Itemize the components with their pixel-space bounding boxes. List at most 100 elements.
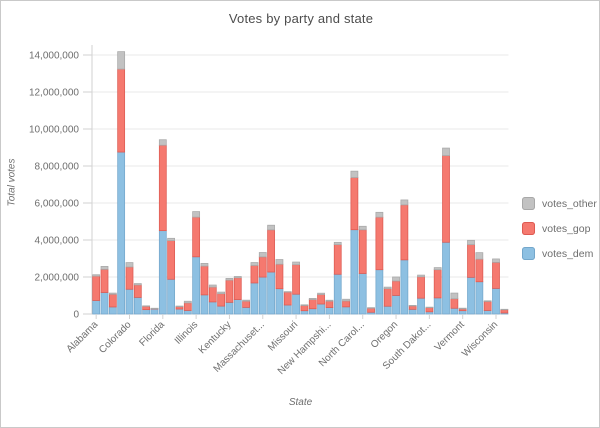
- bar-illinois-votes_other[interactable]: [192, 211, 201, 218]
- bar-maryland-votes_gop[interactable]: [250, 265, 259, 284]
- bar-connecticut-votes_gop[interactable]: [133, 284, 142, 298]
- bar-alabama-votes_other[interactable]: [92, 274, 101, 277]
- bar-rhode-island-votes_gop[interactable]: [408, 305, 417, 310]
- bar-west-virginia-votes_gop[interactable]: [483, 301, 492, 311]
- bar-washington-votes_dem[interactable]: [475, 281, 484, 315]
- bar-minnesota-votes_dem[interactable]: [275, 288, 284, 315]
- bar-ohio-votes_dem[interactable]: [375, 269, 384, 315]
- bar-illinois-votes_dem[interactable]: [192, 256, 201, 315]
- bar-new-york-votes_gop[interactable]: [350, 177, 359, 231]
- bar-utah-votes_gop[interactable]: [450, 298, 459, 309]
- bar-new-hampshire-votes_other[interactable]: [325, 299, 334, 302]
- bar-louisiana-votes_other[interactable]: [233, 276, 242, 279]
- bar-utah-votes_dem[interactable]: [450, 307, 459, 315]
- bar-ohio-votes_gop[interactable]: [375, 216, 384, 271]
- bar-alabama-votes_dem[interactable]: [92, 300, 101, 315]
- bar-georgia-votes_other[interactable]: [167, 237, 176, 241]
- bar-vermont-votes_dem[interactable]: [458, 310, 467, 315]
- bar-mississippi-votes_other[interactable]: [283, 291, 292, 293]
- bar-utah-votes_other[interactable]: [450, 292, 459, 300]
- bar-delaware-votes_gop[interactable]: [142, 305, 151, 311]
- bar-new-mexico-votes_dem[interactable]: [342, 306, 350, 315]
- bar-new-york-votes_other[interactable]: [350, 170, 359, 178]
- bar-district-of-columbia-votes_other[interactable]: [150, 307, 159, 310]
- bar-mississippi-votes_gop[interactable]: [283, 291, 292, 306]
- bar-new-hampshire-votes_dem[interactable]: [325, 307, 334, 315]
- bar-new-york-votes_dem[interactable]: [350, 229, 359, 315]
- bar-delaware-votes_dem[interactable]: [142, 309, 151, 315]
- bar-texas-votes_other[interactable]: [442, 147, 450, 156]
- bar-nevada-votes_gop[interactable]: [317, 294, 325, 305]
- bar-pennsylvania-votes_other[interactable]: [400, 199, 409, 206]
- bar-wisconsin-votes_other[interactable]: [492, 258, 500, 263]
- bar-arizona-votes_other[interactable]: [100, 266, 109, 270]
- bar-washington-votes_gop[interactable]: [475, 258, 484, 283]
- bar-oklahoma-votes_dem[interactable]: [383, 305, 392, 315]
- bar-arkansas-votes_gop[interactable]: [108, 293, 117, 308]
- bar-wisconsin-votes_dem[interactable]: [492, 288, 500, 315]
- bar-georgia-votes_gop[interactable]: [167, 240, 176, 280]
- bar-montana-votes_dem[interactable]: [300, 310, 309, 315]
- legend-item-votes-other[interactable]: votes_other: [522, 197, 597, 210]
- bar-massachusetts-votes_gop[interactable]: [258, 256, 267, 278]
- bar-north-carolina-votes_other[interactable]: [358, 225, 367, 231]
- bar-colorado-votes_dem[interactable]: [125, 288, 134, 315]
- bar-wyoming-votes_gop[interactable]: [500, 309, 509, 314]
- bar-maine-votes_dem[interactable]: [242, 307, 250, 315]
- bar-maine-votes_other[interactable]: [242, 299, 250, 302]
- bar-mississippi-votes_dem[interactable]: [283, 304, 292, 315]
- bar-new-mexico-votes_other[interactable]: [342, 298, 350, 302]
- bar-nevada-votes_dem[interactable]: [317, 303, 325, 315]
- bar-new-mexico-votes_gop[interactable]: [342, 300, 350, 308]
- bar-oregon-votes_gop[interactable]: [392, 280, 400, 296]
- bar-florida-votes_other[interactable]: [158, 139, 167, 146]
- bar-florida-votes_gop[interactable]: [158, 144, 167, 232]
- bar-missouri-votes_gop[interactable]: [292, 264, 300, 295]
- bar-west-virginia-votes_other[interactable]: [483, 300, 492, 302]
- bar-connecticut-votes_dem[interactable]: [133, 297, 142, 315]
- bar-indiana-votes_other[interactable]: [200, 263, 209, 267]
- bar-oregon-votes_dem[interactable]: [392, 295, 400, 315]
- bar-california-votes_gop[interactable]: [117, 68, 126, 153]
- bar-missouri-votes_other[interactable]: [292, 261, 300, 266]
- bar-kentucky-votes_dem[interactable]: [225, 301, 234, 315]
- bar-florida-votes_dem[interactable]: [158, 230, 167, 315]
- bar-alabama-votes_gop[interactable]: [92, 275, 101, 301]
- bar-oregon-votes_other[interactable]: [392, 276, 400, 282]
- bar-connecticut-votes_other[interactable]: [133, 283, 142, 286]
- bar-new-jersey-votes_other[interactable]: [333, 241, 342, 245]
- bar-missouri-votes_dem[interactable]: [292, 293, 300, 315]
- bar-nebraska-votes_other[interactable]: [308, 298, 317, 300]
- bar-south-dakota-votes_gop[interactable]: [425, 307, 434, 313]
- legend-item-votes-dem[interactable]: votes_dem: [522, 247, 597, 260]
- bar-north-dakota-votes_other[interactable]: [367, 307, 375, 309]
- bar-texas-votes_dem[interactable]: [442, 241, 450, 315]
- bar-tennessee-votes_gop[interactable]: [433, 269, 442, 299]
- bar-louisiana-votes_gop[interactable]: [233, 277, 242, 300]
- bar-georgia-votes_dem[interactable]: [167, 278, 176, 315]
- bar-california-votes_other[interactable]: [117, 51, 126, 70]
- bar-south-dakota-votes_other[interactable]: [425, 306, 434, 309]
- bar-virginia-votes_other[interactable]: [467, 239, 475, 245]
- bar-district-of-columbia-votes_dem[interactable]: [150, 308, 159, 315]
- bar-massachusetts-votes_dem[interactable]: [258, 276, 267, 315]
- bar-south-carolina-votes_gop[interactable]: [417, 276, 425, 299]
- bar-louisiana-votes_dem[interactable]: [233, 299, 242, 315]
- bar-arkansas-votes_dem[interactable]: [108, 306, 117, 315]
- bar-iowa-votes_dem[interactable]: [208, 301, 217, 315]
- bar-minnesota-votes_other[interactable]: [275, 259, 284, 265]
- bar-west-virginia-votes_dem[interactable]: [483, 310, 492, 315]
- bar-oklahoma-votes_other[interactable]: [383, 286, 392, 290]
- bar-tennessee-votes_dem[interactable]: [433, 297, 442, 315]
- bar-texas-votes_gop[interactable]: [442, 155, 450, 243]
- bar-hawaii-votes_dem[interactable]: [175, 308, 184, 315]
- bar-nebraska-votes_dem[interactable]: [308, 308, 317, 315]
- bar-idaho-votes_dem[interactable]: [183, 310, 192, 315]
- bar-north-carolina-votes_gop[interactable]: [358, 229, 367, 274]
- bar-south-carolina-votes_other[interactable]: [417, 274, 425, 278]
- bar-rhode-island-votes_dem[interactable]: [408, 308, 417, 315]
- bar-indiana-votes_dem[interactable]: [200, 294, 209, 315]
- bar-new-hampshire-votes_gop[interactable]: [325, 300, 334, 308]
- bar-virginia-votes_gop[interactable]: [467, 244, 475, 278]
- bar-arizona-votes_dem[interactable]: [100, 292, 109, 315]
